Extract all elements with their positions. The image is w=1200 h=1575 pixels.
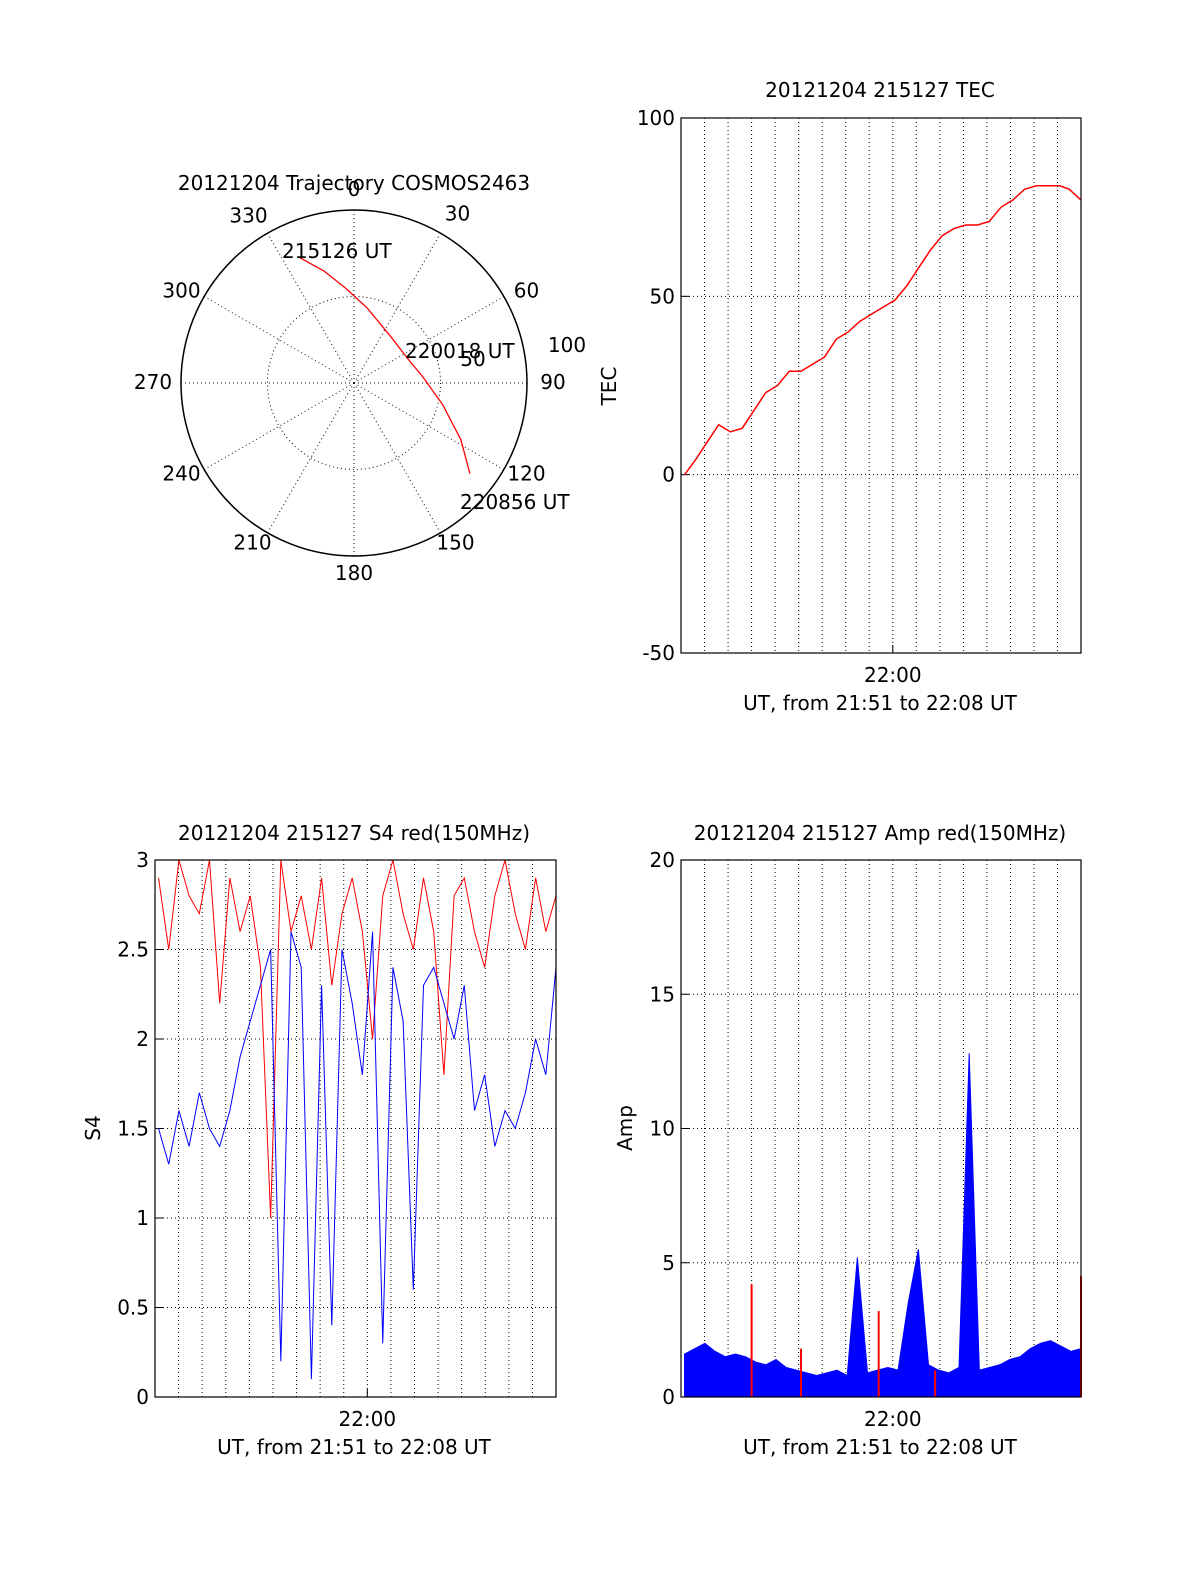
s4-ylabel: S4: [81, 1115, 105, 1140]
polar-spoke: [353, 382, 441, 534]
polar-angle-tick: 60: [514, 279, 539, 303]
polar-angle-tick: 0: [348, 177, 361, 201]
tec-panel: 20121204 215127 TEC -50 0 50 100 22:00 TEC U…: [597, 78, 1082, 715]
amp-xlabel: UT, from 21:51 to 22:08 UT: [743, 1435, 1018, 1459]
y-tick-label: 5: [662, 1251, 675, 1275]
polar-angle-tick: 330: [229, 204, 267, 228]
polar-angle-tick: 90: [540, 370, 565, 394]
y-tick-label: 2: [136, 1027, 149, 1051]
polar-annotation-end: 220856 UT: [460, 490, 570, 514]
y-tick-label: 10: [650, 1117, 675, 1141]
polar-angle-tick: 300: [162, 279, 200, 303]
polar-angle-tick: 210: [233, 530, 271, 554]
polar-inner-circle: [267, 296, 441, 470]
polar-spoke: [267, 232, 355, 384]
x-tick-label: 22:00: [864, 663, 922, 687]
y-tick-label: 0: [136, 1385, 149, 1409]
tec-title: 20121204 215127 TEC: [765, 78, 995, 102]
polar-title: 20121204 Trajectory COSMOS2463: [178, 171, 530, 195]
polar-spoke: [353, 382, 505, 470]
polar-trajectory: [297, 255, 471, 474]
plot-frame: [154, 859, 557, 1398]
polar-angle-tick: 240: [162, 462, 200, 486]
plot-frame: [680, 859, 1082, 1398]
s4-red-series: [158, 859, 557, 1219]
y-tick-label: 2.5: [117, 938, 149, 962]
polar-angle-tick: 180: [335, 561, 373, 585]
s4-blue-series: [158, 931, 557, 1380]
tec-xlabel: UT, from 21:51 to 22:08 UT: [743, 691, 1018, 715]
y-tick-label: 20: [650, 848, 675, 872]
polar-spoke: [203, 382, 355, 470]
polar-annotation-start: 215126 UT: [282, 239, 392, 263]
polar-spoke: [353, 296, 505, 384]
polar-angle-tick: 120: [507, 462, 545, 486]
y-tick-label: -50: [642, 641, 675, 665]
y-tick-label: 50: [650, 284, 675, 308]
x-tick-label: 22:00: [338, 1407, 396, 1431]
polar-spoke: [203, 296, 355, 384]
polar-angle-tick: 150: [436, 530, 474, 554]
polar-angle-tick: 270: [134, 370, 172, 394]
tec-plot: -50 0 50 100 22:00: [637, 106, 1082, 687]
amp-ylabel: Amp: [613, 1105, 637, 1151]
s4-title: 20121204 215127 S4 red(150MHz): [178, 821, 530, 845]
y-tick-label: 15: [650, 982, 675, 1006]
amp-blue-series: [684, 1053, 1082, 1397]
tec-series-line: [683, 185, 1082, 476]
polar-plot: 0 30 60 90 120 150 180 210 240 270 300 330 50 100 2151…: [134, 177, 586, 585]
y-tick-label: 0.5: [117, 1296, 149, 1320]
polar-annotation-mid: 220018 UT: [405, 339, 515, 363]
s4-panel: 20121204 215127 S4 red(150MHz) 0 0.5 1 1.5 2…: [81, 821, 557, 1459]
x-tick-label: 22:00: [864, 1407, 922, 1431]
y-tick-label: 100: [637, 106, 675, 130]
y-tick-label: 0: [662, 463, 675, 487]
polar-angle-tick: 30: [445, 202, 470, 226]
y-tick-label: 1.5: [117, 1117, 149, 1141]
polar-spoke: [267, 382, 355, 534]
s4-plot: 0 0.5 1 1.5 2 2.5 3 22:00: [117, 848, 557, 1431]
amp-panel: 20121204 215127 Amp red(150MHz) 0 5 10 15 20…: [613, 821, 1082, 1459]
amp-plot: 0 5 10 15 20 22:00: [650, 848, 1082, 1431]
polar-radial-tick: 50: [460, 347, 485, 371]
amp-title: 20121204 215127 Amp red(150MHz): [694, 821, 1066, 845]
tec-ylabel: TEC: [597, 367, 621, 407]
polar-panel: 20121204 Trajectory COSMOS2463 0 30 60 90 12…: [134, 171, 586, 585]
s4-xlabel: UT, from 21:51 to 22:08 UT: [217, 1435, 492, 1459]
y-tick-label: 0: [662, 1385, 675, 1409]
polar-radial-tick: 100: [548, 333, 586, 357]
y-tick-label: 1: [136, 1206, 149, 1230]
plot-frame: [680, 117, 1082, 654]
y-tick-label: 3: [136, 848, 149, 872]
polar-spoke: [353, 232, 441, 384]
